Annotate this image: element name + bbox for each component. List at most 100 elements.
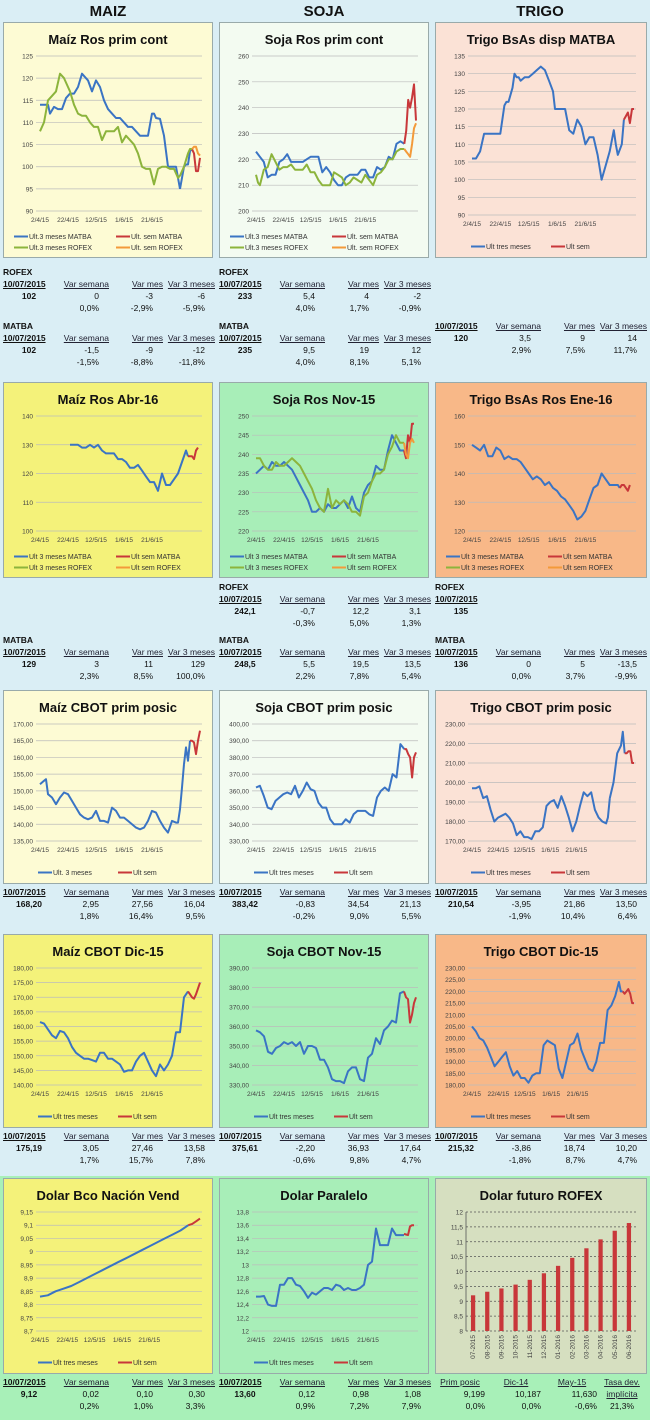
column-header: Var mes xyxy=(563,647,595,657)
x-tick-label: 12/5/15 xyxy=(301,1091,323,1098)
date-header: 10/07/2015 xyxy=(3,279,46,289)
y-tick-label: 200,00 xyxy=(445,1036,465,1043)
chart-title: Soja CBOT Nov-15 xyxy=(267,944,382,959)
column-header: Var semana xyxy=(279,1377,325,1387)
y-tick-label: 230,00 xyxy=(445,966,465,973)
y-tick-label: 330,00 xyxy=(229,1083,249,1090)
legend-ultsem-matba: Ult. sem MATBA xyxy=(347,234,399,241)
pct-change: -1,5% xyxy=(76,357,99,367)
abs-change: -3,86 xyxy=(511,1143,531,1153)
series-line-green xyxy=(256,434,404,517)
abs-change: 9,5 xyxy=(303,345,315,355)
price-value: 129 xyxy=(21,659,37,669)
y-tick-label: 240 xyxy=(238,105,249,112)
chart-trigo-bsas-disp-matba: Trigo BsAs disp MATBA 90 95 100 105 110 115 120… xyxy=(435,22,647,258)
pct-change: 9,8% xyxy=(349,1155,369,1165)
x-tick-label: 21/6/15 xyxy=(575,221,597,228)
x-tick-label: 12/5/15 xyxy=(84,1337,106,1344)
legend-ultsem-matba: Ult. sem MATBA xyxy=(131,234,183,241)
y-tick-label: 9 xyxy=(459,1299,463,1306)
x-tick-label: 21/6/15 xyxy=(141,847,163,854)
pct-change: 0,2% xyxy=(79,1401,99,1411)
pct-change: 9,5% xyxy=(185,911,205,921)
legend-ult3-matba: Ult.3 meses MATBA xyxy=(29,234,92,241)
pct-change: 8,5% xyxy=(133,671,153,681)
series-line-red xyxy=(404,748,417,779)
pct-change: 7,5% xyxy=(565,345,585,355)
x-tick-label: 05-2016 xyxy=(612,1335,619,1359)
pct-change: 7,2% xyxy=(349,1401,369,1411)
x-tick-label: 2/4/15 xyxy=(31,217,49,224)
column-header: Var semana xyxy=(495,887,541,897)
pct-change: -2,9% xyxy=(130,303,153,313)
y-tick-label: 125 xyxy=(22,54,33,61)
chart-maiz-cbot-prim-posic: Maíz CBOT prim posic 135,00 140,00 145,00 15… xyxy=(3,690,213,884)
series-line-red xyxy=(623,108,634,125)
column-header: Var 3 meses xyxy=(167,279,215,289)
price-value: 375,61 xyxy=(232,1143,258,1153)
y-tick-label: 105 xyxy=(22,142,33,149)
price-value: 242,1 xyxy=(234,606,256,616)
y-tick-label: 9,05 xyxy=(20,1236,33,1243)
y-tick-label: 90 xyxy=(458,213,466,220)
y-tick-label: 130 xyxy=(454,71,465,78)
abs-change: 3,5 xyxy=(519,333,531,343)
abs-change: 4 xyxy=(364,291,369,301)
chart-title: Maíz Ros prim cont xyxy=(48,32,168,47)
y-tick-label: 160 xyxy=(454,414,465,421)
x-tick-label: 1/6/15 xyxy=(331,1091,349,1098)
x-tick-label: 12/5/15 xyxy=(85,1091,107,1098)
legend-ult-tres-meses: Ult tres meses xyxy=(269,1360,314,1367)
price-value: 9,12 xyxy=(20,1389,38,1399)
chart-trigo-bsas-ros-ene16: Trigo BsAs Ros Ene-16 120 130 140 150 160 2/4/… xyxy=(435,382,647,578)
abs-change: -3,95 xyxy=(511,899,531,909)
y-tick-label: 135 xyxy=(454,54,465,61)
abs-change: 19,5 xyxy=(352,659,369,669)
column-header: Var 3 meses xyxy=(383,279,431,289)
chart-maiz-ros-abr16: Maíz Ros Abr-16 100 110 120 130 140 2/4/15 22/4… xyxy=(3,382,213,578)
y-tick-label: 180,00 xyxy=(13,966,33,973)
x-tick-label: 1/6/15 xyxy=(113,1337,131,1344)
y-tick-label: 10 xyxy=(456,1269,464,1276)
x-tick-label: 1/6/15 xyxy=(542,1091,560,1098)
y-tick-label: 115 xyxy=(23,98,34,105)
column-header: Var mes xyxy=(131,1377,163,1387)
column-header-maiz: MAIZ xyxy=(89,3,127,20)
x-tick-label: 12/5/15 xyxy=(85,217,107,224)
y-tick-label: 180,00 xyxy=(445,819,465,826)
y-tick-label: 12,4 xyxy=(236,1302,249,1309)
y-tick-label: 140 xyxy=(22,414,33,421)
y-tick-label: 120 xyxy=(454,107,465,114)
y-tick-label: 140,00 xyxy=(13,822,33,829)
series-line-orange xyxy=(191,145,201,157)
x-tick-label: 09-2015 xyxy=(498,1335,505,1359)
y-tick-label: 9,15 xyxy=(20,1210,33,1217)
price-value: 168,20 xyxy=(16,899,42,909)
market-label: ROFEX xyxy=(435,582,465,592)
series-line-blue xyxy=(70,443,189,492)
column-header: Var 3 meses xyxy=(383,647,431,657)
y-tick-label: 145,00 xyxy=(13,1068,33,1075)
series-line-green xyxy=(39,72,192,186)
series-line-red xyxy=(187,1217,201,1227)
column-header: Prim posic xyxy=(440,1377,480,1387)
pct-change: 15,7% xyxy=(128,1155,153,1165)
pct-cell: 0,0% xyxy=(465,1401,485,1411)
chart-maiz-cbot-dic15: Maíz CBOT Dic-15 140,00 145,00 150,00 155,00… xyxy=(3,934,213,1128)
y-tick-label: 350,00 xyxy=(229,805,249,812)
abs-change: 36,93 xyxy=(347,1143,369,1153)
legend-ultsem-rofex: Ult. sem ROFEX xyxy=(131,245,183,252)
x-tick-label: 2/4/15 xyxy=(31,537,49,544)
chart-svg: Maíz Ros prim cont 90 95 100 105 110 115 120 125… xyxy=(14,32,202,252)
abs-change: 0,02 xyxy=(82,1389,99,1399)
x-tick-label: 2/4/15 xyxy=(31,1337,49,1344)
y-tick-label: 100 xyxy=(22,164,33,171)
abs-change: 17,64 xyxy=(399,1143,421,1153)
chart-soja-ros-prim-cont: Soja Ros prim cont 200 210 220 230 240 250 260 2… xyxy=(219,22,429,258)
bar xyxy=(584,1248,589,1331)
series-line-red xyxy=(191,148,201,173)
pct-change: 3,3% xyxy=(185,1401,205,1411)
legend-ult-tres-meses: Ult tres meses xyxy=(269,1114,314,1121)
bar xyxy=(499,1288,504,1331)
bar xyxy=(527,1279,532,1331)
